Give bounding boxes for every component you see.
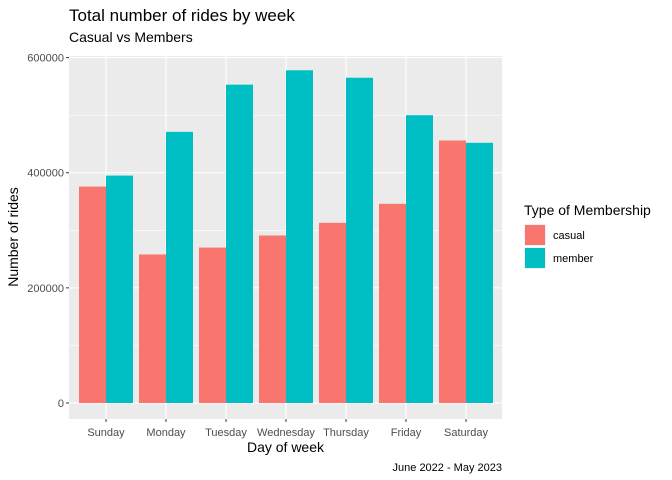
bar-casual-friday — [379, 203, 406, 403]
legend-swatch-member — [525, 248, 545, 268]
bar-member-saturday — [466, 142, 493, 404]
y-axis-title: Number of rides — [5, 187, 21, 287]
x-tick-label: Saturday — [444, 427, 489, 439]
bar-member-friday — [406, 115, 433, 404]
bars — [79, 70, 493, 404]
x-tick-label: Wednesday — [257, 427, 315, 439]
x-tick-label: Sunday — [87, 427, 125, 439]
y-tick-label: 600000 — [27, 53, 64, 65]
y-axis-ticks: 0 200000 400000 600000 — [27, 53, 69, 410]
chart-caption: June 2022 - May 2023 — [393, 462, 502, 474]
legend-label-member: member — [553, 253, 594, 265]
chart-title: Total number of rides by week — [69, 6, 295, 25]
bar-member-tuesday — [226, 84, 253, 403]
legend-items: casual member — [524, 224, 594, 269]
bar-member-monday — [166, 131, 193, 403]
x-tick-label: Thursday — [323, 427, 369, 439]
legend-title: Type of Membership — [524, 202, 651, 218]
x-axis-title: Day of week — [247, 439, 325, 455]
bar-casual-thursday — [319, 222, 346, 403]
bar-casual-wednesday — [259, 235, 286, 403]
y-tick-label: 0 — [58, 398, 64, 410]
bar-casual-monday — [139, 254, 166, 403]
legend: Type of Membership casual member — [524, 202, 651, 269]
bar-member-sunday — [106, 175, 133, 403]
bar-casual-saturday — [439, 140, 466, 403]
x-tick-label: Monday — [146, 427, 186, 439]
y-tick-label: 200000 — [27, 283, 64, 295]
bar-member-thursday — [346, 77, 373, 403]
chart-subtitle: Casual vs Members — [69, 29, 193, 45]
bar-member-wednesday — [286, 70, 313, 404]
x-tick-label: Friday — [391, 427, 422, 439]
legend-label-casual: casual — [553, 230, 585, 242]
x-tick-label: Tuesday — [205, 427, 247, 439]
y-tick-label: 400000 — [27, 168, 64, 180]
bar-casual-sunday — [79, 186, 106, 403]
bar-casual-tuesday — [199, 247, 226, 403]
x-axis-ticks: Sunday Monday Tuesday Wednesday Thursday Frid… — [87, 419, 489, 439]
legend-swatch-casual — [525, 225, 545, 245]
